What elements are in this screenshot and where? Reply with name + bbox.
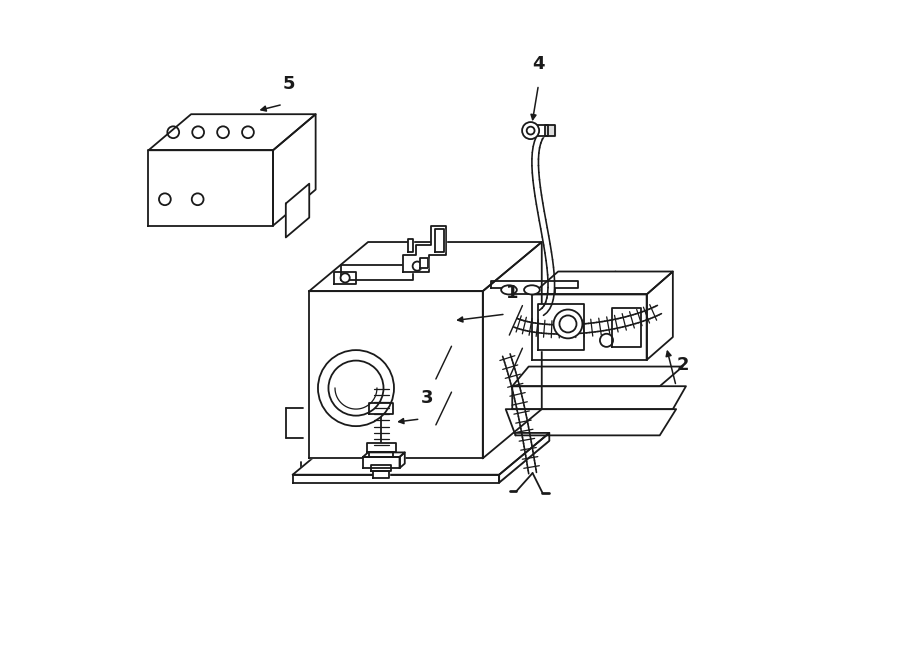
Polygon shape bbox=[512, 386, 686, 409]
Polygon shape bbox=[482, 242, 542, 458]
Polygon shape bbox=[526, 126, 548, 136]
Polygon shape bbox=[363, 457, 400, 468]
Polygon shape bbox=[148, 114, 316, 150]
Circle shape bbox=[522, 122, 539, 139]
Polygon shape bbox=[506, 409, 676, 436]
Polygon shape bbox=[538, 304, 583, 350]
Polygon shape bbox=[292, 475, 500, 483]
Polygon shape bbox=[334, 272, 356, 284]
Ellipse shape bbox=[501, 286, 517, 294]
Ellipse shape bbox=[524, 286, 540, 294]
Polygon shape bbox=[435, 229, 444, 252]
Circle shape bbox=[554, 309, 582, 338]
Polygon shape bbox=[400, 452, 405, 468]
Polygon shape bbox=[512, 367, 683, 386]
Text: 2: 2 bbox=[676, 356, 688, 374]
Text: 5: 5 bbox=[283, 75, 295, 93]
Polygon shape bbox=[309, 242, 542, 292]
Polygon shape bbox=[403, 225, 446, 272]
Circle shape bbox=[412, 262, 422, 271]
Polygon shape bbox=[612, 307, 641, 347]
Polygon shape bbox=[407, 260, 428, 272]
Text: 1: 1 bbox=[506, 284, 518, 302]
Polygon shape bbox=[148, 150, 273, 225]
Polygon shape bbox=[341, 265, 413, 280]
Polygon shape bbox=[545, 126, 555, 136]
Polygon shape bbox=[372, 465, 391, 471]
Polygon shape bbox=[646, 272, 673, 360]
Polygon shape bbox=[292, 433, 549, 475]
Polygon shape bbox=[309, 292, 482, 458]
Circle shape bbox=[318, 350, 394, 426]
Polygon shape bbox=[532, 272, 673, 294]
Polygon shape bbox=[367, 444, 396, 451]
Text: 3: 3 bbox=[420, 389, 433, 407]
Polygon shape bbox=[286, 184, 310, 237]
Polygon shape bbox=[500, 433, 549, 483]
Polygon shape bbox=[363, 452, 405, 457]
Polygon shape bbox=[374, 471, 389, 478]
Polygon shape bbox=[408, 239, 413, 252]
Text: 4: 4 bbox=[532, 55, 544, 73]
Polygon shape bbox=[369, 403, 393, 414]
Circle shape bbox=[340, 273, 350, 282]
Polygon shape bbox=[273, 114, 316, 225]
Polygon shape bbox=[369, 451, 393, 457]
Polygon shape bbox=[419, 258, 428, 268]
Polygon shape bbox=[532, 294, 646, 360]
Polygon shape bbox=[491, 282, 578, 294]
